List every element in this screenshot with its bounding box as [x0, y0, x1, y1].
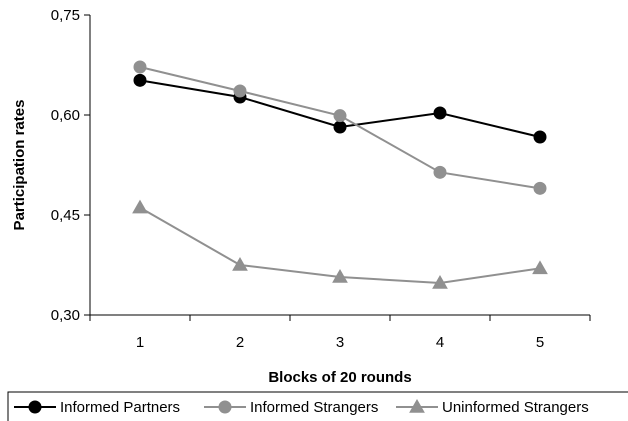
x-tick-label: 4	[436, 334, 444, 351]
x-tick-label: 1	[136, 334, 144, 351]
data-point-series-3	[332, 268, 348, 283]
legend-marker-1	[28, 400, 42, 414]
legend-label-2: Informed Strangers	[250, 399, 378, 416]
plot-area: 0,30 0,45 0,60 0,75 1 2 3 4 5	[51, 7, 591, 351]
data-point-series-1	[333, 120, 347, 134]
legend-marker-3	[409, 398, 425, 413]
y-tick-label: 0,45	[51, 207, 80, 224]
data-point-series-3	[232, 256, 248, 271]
x-tick-label: 3	[336, 334, 344, 351]
legend-label-3: Uninformed Strangers	[442, 399, 589, 416]
x-tick-label: 2	[236, 334, 244, 351]
data-point-series-3	[432, 274, 448, 289]
x-axis-title: Blocks of 20 rounds	[268, 369, 411, 386]
data-point-series-2	[233, 84, 247, 98]
y-tick-label: 0,30	[51, 307, 80, 324]
data-point-series-1	[433, 106, 447, 120]
data-point-series-1	[533, 130, 547, 144]
y-tick-label: 0,60	[51, 107, 80, 124]
legend-label-1: Informed Partners	[60, 399, 180, 416]
legend-box	[7, 391, 628, 421]
data-point-series-3	[132, 199, 148, 214]
data-point-series-2	[133, 60, 147, 74]
legend: Informed Partners Informed Strangers Uninf…	[7, 391, 628, 421]
data-point-series-1	[133, 73, 147, 87]
x-tick-label: 5	[536, 334, 544, 351]
y-axis-title: Participation rates	[11, 100, 28, 231]
data-point-series-2	[333, 109, 347, 123]
data-point-series-2	[533, 181, 547, 195]
y-tick-label: 0,75	[51, 7, 80, 24]
legend-marker-2	[218, 400, 232, 414]
data-point-series-2	[433, 165, 447, 179]
data-point-series-3	[532, 260, 548, 275]
